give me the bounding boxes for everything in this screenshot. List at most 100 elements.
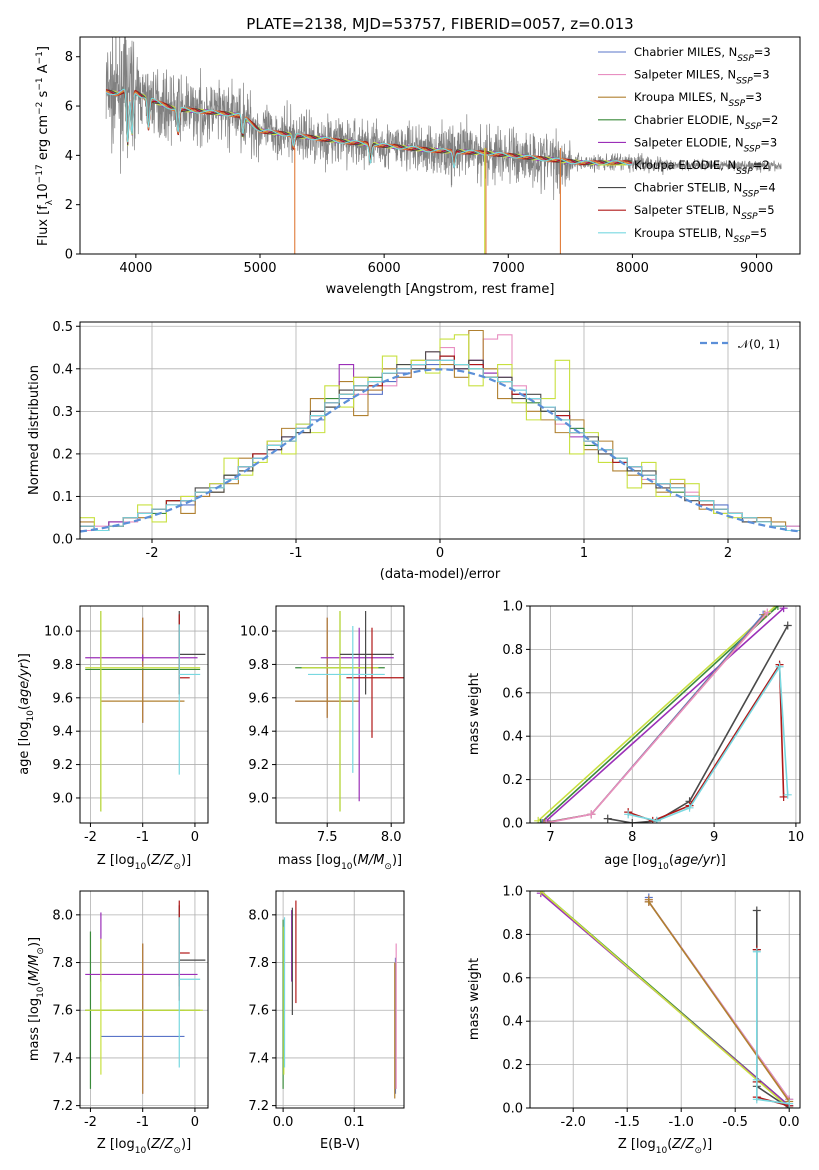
- label-part: −1: [35, 51, 45, 64]
- label-part: SSP: [737, 54, 754, 64]
- plot-area: [105, 37, 782, 254]
- tick-label-y: 7.6: [248, 1004, 269, 1019]
- chart-spectrum: 4000 5000 6000 7000 8000 9000 0 2 4 6 8 PLATE=2138,…: [35, 15, 801, 297]
- tick-label-x: -2: [84, 830, 97, 845]
- axes-box: [529, 605, 801, 824]
- label-part: Chabrier STELIB, N: [634, 181, 742, 195]
- series-line: [627, 661, 785, 822]
- axes-box: [79, 605, 209, 824]
- tick-label-y: 7.8: [52, 956, 73, 971]
- point-marker: [539, 819, 548, 823]
- label-part: )]: [27, 937, 42, 947]
- chart-age-vs-Z: -2 -1 09.09.29.49.69.810.0Z [log10(Z/Z⊙)]a…: [17, 605, 209, 872]
- x-axis-label: mass [log10(M/M⊙)]: [278, 853, 402, 872]
- y-axis-label: Flux [fλ10−17 erg cm−2 s−1 A−1]: [35, 46, 55, 246]
- point-marker: [603, 814, 612, 823]
- point-marker: [752, 906, 761, 915]
- axes-frame: -2 -1 0 1 2 0.0 0.1 0.2 0.3 0.4 0.5 (data-model)/er…: [27, 320, 801, 582]
- label-part: )]: [392, 853, 402, 868]
- label-part: ]: [36, 46, 51, 51]
- tick-label-x: 10: [788, 830, 805, 845]
- tick-label-x: 7000: [492, 261, 525, 276]
- axes-box: [275, 605, 405, 824]
- tick-label-x: 8: [628, 830, 636, 845]
- tick-label-y: 0.1: [52, 490, 73, 505]
- label-part: 10: [135, 1146, 147, 1156]
- legend-entry: Kroupa STELIB, NSSP=5: [634, 226, 767, 245]
- tick-label-y: 7.8: [248, 956, 269, 971]
- tick-label-x: 7: [546, 830, 554, 845]
- label-part: erg cm: [36, 115, 51, 164]
- tick-label-y: 4: [65, 149, 73, 164]
- tick-label-x: 7.5: [317, 830, 338, 845]
- label-part: (: [27, 981, 42, 986]
- tick-label-y: 9.4: [248, 725, 269, 740]
- point-marker: [779, 606, 788, 613]
- axes-box: [79, 890, 209, 1109]
- plot-area: [536, 891, 794, 1108]
- label-part: −17: [35, 164, 45, 183]
- tick-label-y: 9.8: [52, 658, 73, 673]
- label-part: ⊙: [173, 1146, 181, 1156]
- tick-label-y: 0.4: [502, 1015, 523, 1030]
- label-part: Salpeter STELIB, N: [634, 203, 741, 217]
- label-part: Chabrier MILES, N: [634, 45, 737, 59]
- legend-entry: Chabrier MILES, NSSP=3: [634, 45, 771, 64]
- tick-label-y: 0.2: [502, 1058, 523, 1073]
- label-part: ⊙: [694, 1146, 702, 1156]
- tick-label-x: 4000: [119, 261, 152, 276]
- label-part: =5: [750, 226, 767, 240]
- label-part: s: [36, 90, 51, 101]
- label-part: SSP: [741, 212, 758, 222]
- label-part: 10: [657, 862, 669, 872]
- label-part: Kroupa STELIB, N: [634, 226, 734, 240]
- plot-area: [282, 900, 397, 1099]
- label-part: SSP: [744, 144, 761, 154]
- tick-label-x: 2: [724, 546, 732, 561]
- tick-label-y: 0.2: [502, 773, 523, 788]
- chart-mw-vs-Z: -2.0 -1.5 -1.0 -0.5 0.0 0.0 0.2 0.4 0.6 0.8 1.0 Z […: [467, 885, 801, 1156]
- label-part: age [log: [604, 853, 657, 868]
- point-marker: [685, 803, 694, 812]
- tick-label-y: 0.4: [52, 362, 73, 377]
- axes-frame: -2 -1 09.09.29.49.69.810.0Z [log10(Z/Z⊙)]a…: [17, 605, 209, 872]
- label-part: Z/Z: [150, 853, 174, 868]
- label-part: ⊙: [36, 947, 46, 955]
- tick-label-y: 9.0: [248, 791, 269, 806]
- tick-label-y: 1.0: [502, 600, 523, 615]
- axes-box: [529, 890, 801, 1109]
- x-axis-label: Z [log10(Z/Z⊙)]: [97, 1137, 191, 1156]
- observed-spectrum: [105, 37, 782, 201]
- tick-label-x: 0.0: [779, 1115, 800, 1130]
- point-marker: [779, 792, 788, 801]
- chart-title: PLATE=2138, MJD=53757, FIBERID=0057, z=0…: [246, 15, 633, 33]
- legend-entry: Chabrier STELIB, NSSP=4: [634, 181, 776, 200]
- tick-label-x: 5000: [243, 261, 276, 276]
- label-part: 10: [36, 183, 51, 200]
- series-line: [540, 606, 779, 823]
- tick-label-y: 7.2: [248, 1099, 269, 1114]
- label-part: )]: [702, 1137, 712, 1152]
- tick-label-y: 7.2: [52, 1099, 73, 1114]
- series-line: [537, 606, 776, 822]
- label-part: SSP: [742, 190, 759, 200]
- axes-frame: 7.5 8.0 9.0 9.2 9.4 9.6 9.8 10.0 mass [log10(M/M…: [240, 605, 405, 872]
- tick-label-y: 10.0: [44, 625, 73, 640]
- tick-label-y: 10.0: [240, 625, 269, 640]
- tick-label-x: 0.1: [344, 1115, 365, 1130]
- axes-box: [79, 36, 801, 255]
- tick-label-x: 8.0: [381, 830, 402, 845]
- chart-age-vs-mass: 7.5 8.0 9.0 9.2 9.4 9.6 9.8 10.0 mass [log10(M/M…: [240, 605, 405, 872]
- tick-label-x: 0: [191, 830, 199, 845]
- plot-area: [295, 611, 404, 812]
- tick-label-x: -1: [136, 1115, 149, 1130]
- label-part: Kroupa MILES, N: [634, 90, 729, 104]
- point-marker: [542, 819, 551, 823]
- tick-label-x: 9: [710, 830, 718, 845]
- label-part: Chabrier ELODIE, N: [634, 113, 745, 127]
- label-part: 10: [656, 1146, 668, 1156]
- tick-label-y: 2: [65, 198, 73, 213]
- label-part: =2: [753, 158, 770, 172]
- legend-entry: Salpeter ELODIE, NSSP=3: [634, 135, 777, 154]
- plot-area: [534, 606, 792, 823]
